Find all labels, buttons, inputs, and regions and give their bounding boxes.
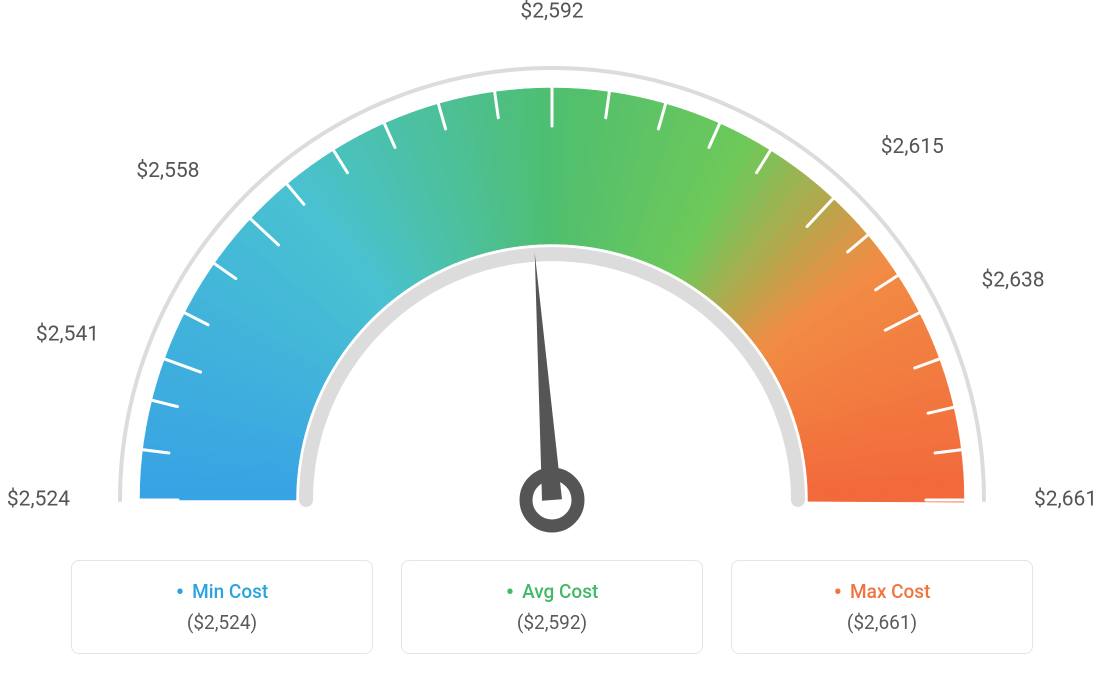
cost-gauge-figure: $2,524 $2,541 $2,558 $2,592 $2,615 $2,638 $2,6… [0, 0, 1104, 690]
legend-row: Min Cost ($2,524) Avg Cost ($2,592) Max … [0, 560, 1104, 654]
legend-min-value: ($2,524) [187, 611, 257, 634]
legend-max-card: Max Cost ($2,661) [731, 560, 1033, 654]
tick-label: $2,615 [881, 135, 944, 159]
legend-avg-value: ($2,592) [517, 611, 587, 634]
tick-label: $2,638 [981, 269, 1044, 293]
tick-label: $2,592 [520, 0, 583, 24]
legend-min-card: Min Cost ($2,524) [71, 560, 373, 654]
tick-label: $2,661 [1034, 488, 1097, 512]
needle [535, 253, 562, 501]
tick-label: $2,558 [136, 159, 199, 183]
legend-max-value: ($2,661) [847, 611, 917, 634]
legend-avg-card: Avg Cost ($2,592) [401, 560, 703, 654]
gauge-chart: $2,524 $2,541 $2,558 $2,592 $2,615 $2,638 $2,6… [0, 0, 1104, 560]
legend-min-title: Min Cost [176, 580, 268, 603]
legend-max-title: Max Cost [834, 580, 931, 603]
tick-label: $2,541 [36, 323, 99, 347]
legend-avg-title: Avg Cost [506, 580, 599, 603]
tick-label: $2,524 [7, 488, 70, 512]
